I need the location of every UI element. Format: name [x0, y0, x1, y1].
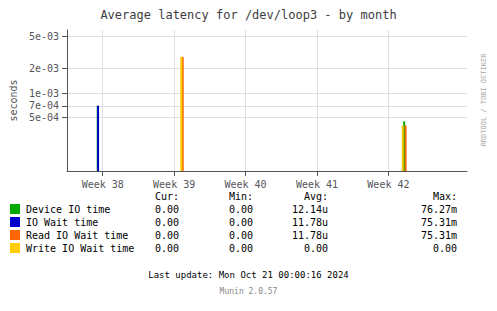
svg-text:76.27m: 76.27m: [421, 204, 457, 215]
svg-text:Week 38: Week 38: [82, 179, 124, 190]
svg-text:Last update: Mon Oct 21 00:00:: Last update: Mon Oct 21 00:00:16 2024: [148, 270, 348, 280]
svg-text:75.31m: 75.31m: [421, 217, 457, 228]
svg-text:5e-04: 5e-04: [29, 112, 59, 123]
svg-text:Week 41: Week 41: [296, 179, 338, 190]
svg-text:12.14u: 12.14u: [292, 204, 328, 215]
svg-text:0.00: 0.00: [229, 230, 253, 241]
svg-text:0.00: 0.00: [155, 243, 179, 254]
svg-text:Min:: Min:: [229, 191, 253, 202]
svg-text:75.31m: 75.31m: [421, 230, 457, 241]
svg-text:Week 40: Week 40: [224, 179, 266, 190]
svg-text:0.00: 0.00: [304, 243, 328, 254]
svg-text:Average latency for /dev/loop3: Average latency for /dev/loop3 - by mont…: [100, 8, 396, 22]
svg-text:Device IO time: Device IO time: [26, 204, 110, 215]
svg-text:0.00: 0.00: [155, 217, 179, 228]
svg-text:Avg:: Avg:: [304, 191, 328, 202]
svg-text:RRDTOOL / TOBI OETIKER: RRDTOOL / TOBI OETIKER: [480, 53, 488, 147]
svg-text:Max:: Max:: [433, 191, 457, 202]
svg-text:0.00: 0.00: [155, 230, 179, 241]
svg-text:0.00: 0.00: [229, 217, 253, 228]
svg-text:IO Wait time: IO Wait time: [26, 217, 98, 228]
svg-text:11.78u: 11.78u: [292, 217, 328, 228]
svg-text:11.78u: 11.78u: [292, 230, 328, 241]
svg-text:0.00: 0.00: [433, 243, 457, 254]
svg-text:7e-04: 7e-04: [29, 100, 59, 111]
svg-text:Read IO Wait time: Read IO Wait time: [26, 230, 128, 241]
svg-text:1e-03: 1e-03: [29, 88, 59, 99]
svg-text:5e-03: 5e-03: [29, 31, 59, 42]
svg-text:seconds: seconds: [8, 79, 19, 121]
svg-text:2e-03: 2e-03: [29, 63, 59, 74]
svg-text:0.00: 0.00: [155, 204, 179, 215]
svg-text:Write IO Wait time: Write IO Wait time: [26, 243, 134, 254]
svg-text:0.00: 0.00: [229, 243, 253, 254]
svg-text:Week 39: Week 39: [153, 179, 195, 190]
svg-text:Cur:: Cur:: [155, 191, 179, 202]
svg-text:0.00: 0.00: [229, 204, 253, 215]
svg-text:Munin 2.0.57: Munin 2.0.57: [220, 287, 278, 296]
svg-text:Week 42: Week 42: [367, 179, 409, 190]
